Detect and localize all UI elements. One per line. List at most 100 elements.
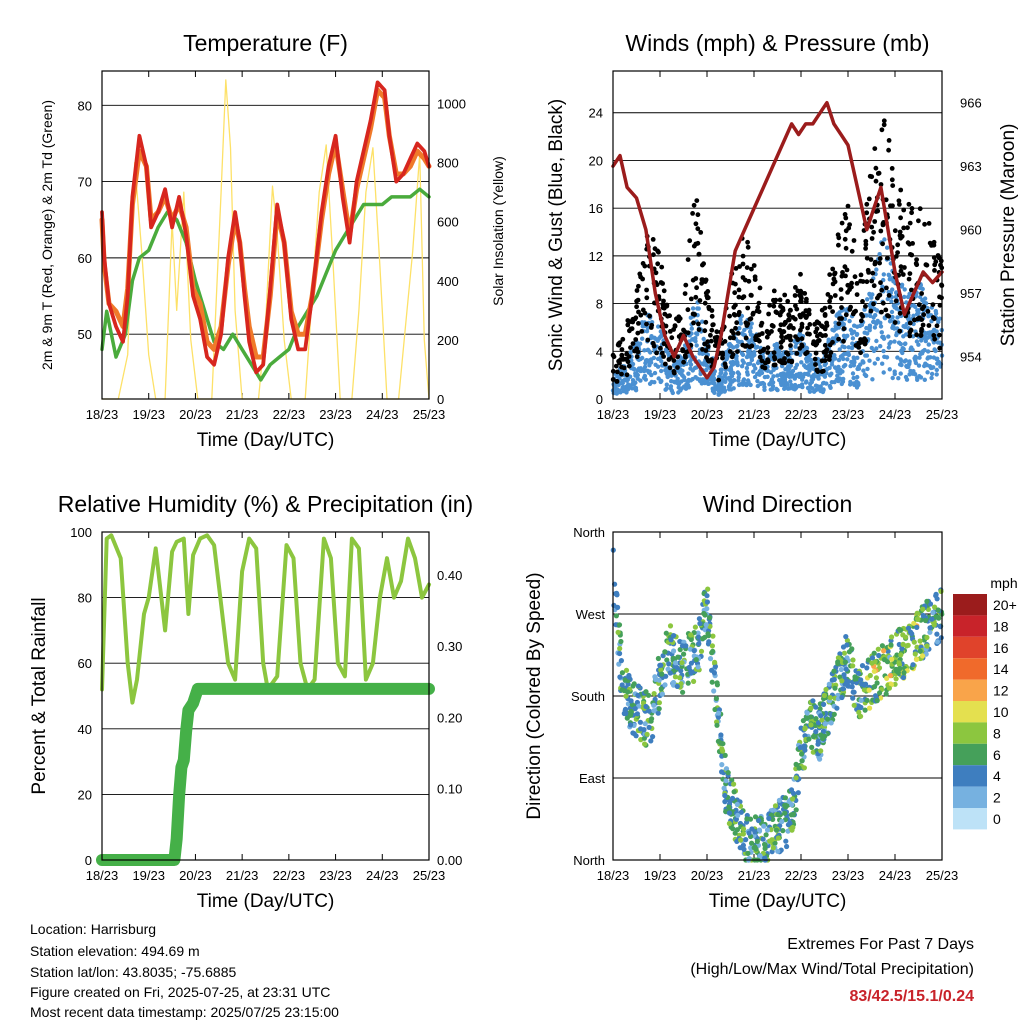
direction-point <box>858 677 864 683</box>
direction-point <box>885 648 891 655</box>
wind-point <box>735 370 741 375</box>
x-tick-label: 25/23 <box>926 868 959 883</box>
gust-point <box>898 268 904 274</box>
gust-point <box>731 331 736 336</box>
wind-point <box>630 381 635 386</box>
direction-point <box>615 629 621 636</box>
y2-tick-label: 0.00 <box>437 853 462 868</box>
wind-point <box>903 358 908 363</box>
gust-point <box>771 297 776 303</box>
gust-point <box>803 308 809 313</box>
wind-point <box>633 388 639 393</box>
y-axis-label: 2m & 9m T (Red, Orange) & 2m Td (Green) <box>39 100 55 370</box>
wind-point <box>867 328 872 333</box>
gust-point <box>748 292 754 298</box>
wind-point <box>645 325 651 330</box>
gust-point <box>881 118 887 124</box>
wind-point <box>865 297 870 302</box>
direction-point <box>773 827 780 833</box>
y2-tick-label: 600 <box>437 215 459 230</box>
direction-point <box>658 662 664 668</box>
wind-point <box>930 329 935 334</box>
wind-point <box>678 367 683 373</box>
wind-point <box>740 358 745 363</box>
direction-point <box>681 651 687 657</box>
gust-point <box>917 206 923 212</box>
gust-point <box>932 268 937 273</box>
wind-point <box>830 336 836 341</box>
wind-point <box>649 334 654 339</box>
y-tick-label: 80 <box>78 591 92 606</box>
wind-point <box>784 380 789 386</box>
gust-point <box>898 215 903 221</box>
direction-point <box>705 586 711 592</box>
gust-point <box>839 273 845 279</box>
wind-point <box>925 370 930 375</box>
colorbar-swatch <box>953 615 987 637</box>
gust-point <box>746 278 752 284</box>
gust-point <box>740 253 746 259</box>
wind-point <box>922 347 927 353</box>
wind-point <box>724 355 730 361</box>
direction-point <box>864 697 870 704</box>
gust-point <box>849 284 854 290</box>
direction-point <box>677 675 683 681</box>
y2-tick-label: 966 <box>960 96 982 111</box>
direction-point <box>633 733 639 739</box>
direction-point <box>871 668 877 674</box>
gust-point <box>835 232 841 238</box>
gust-point <box>676 334 682 339</box>
wind-point <box>913 304 918 309</box>
gust-point <box>843 215 849 221</box>
wind-point <box>878 344 883 349</box>
direction-point <box>790 824 796 831</box>
gust-point <box>702 328 708 334</box>
wind-point <box>688 315 693 320</box>
y-tick-label: West <box>576 607 606 622</box>
y-tick-label: 8 <box>596 297 603 312</box>
wind-point <box>845 357 850 362</box>
wind-point <box>832 353 837 358</box>
wind-point <box>933 308 938 314</box>
y2-tick-label: 400 <box>437 274 459 289</box>
direction-point <box>746 830 752 836</box>
gust-point <box>633 337 639 342</box>
direction-point <box>705 631 711 637</box>
gust-point <box>788 307 793 313</box>
gust-point <box>788 337 793 343</box>
direction-point <box>760 836 766 842</box>
direction-point <box>622 677 628 683</box>
gust-point <box>932 262 938 268</box>
direction-point <box>656 677 662 683</box>
direction-point <box>643 703 649 710</box>
y2-tick-label: 1000 <box>437 97 466 112</box>
gust-point <box>856 345 862 350</box>
gust-point <box>910 241 915 246</box>
direction-point <box>670 655 676 662</box>
gust-point <box>782 356 787 361</box>
panel-wind_direction: Wind Direction Time (Day/UTC) 18/23 19/23 20… <box>524 491 958 912</box>
wind-point <box>841 356 846 362</box>
gust-point <box>862 341 868 347</box>
wind-point <box>916 363 922 368</box>
wind-point <box>736 378 741 383</box>
gust-point <box>695 240 701 246</box>
wind-point <box>742 327 747 333</box>
direction-point <box>703 622 709 628</box>
direction-point <box>841 672 847 678</box>
wind-point <box>718 390 723 395</box>
wind-point <box>855 374 860 380</box>
direction-point <box>804 715 810 721</box>
wind-point <box>625 376 630 382</box>
wind-point <box>864 313 869 318</box>
wind-point <box>724 351 729 357</box>
gust-point <box>644 321 649 327</box>
wind-point <box>850 336 856 341</box>
gust-point <box>841 338 846 344</box>
direction-point <box>938 635 944 641</box>
direction-point <box>677 647 683 653</box>
gust-point <box>863 238 869 244</box>
gust-point <box>812 321 818 327</box>
colorbar-swatch <box>953 786 987 808</box>
wind-point <box>635 376 640 381</box>
